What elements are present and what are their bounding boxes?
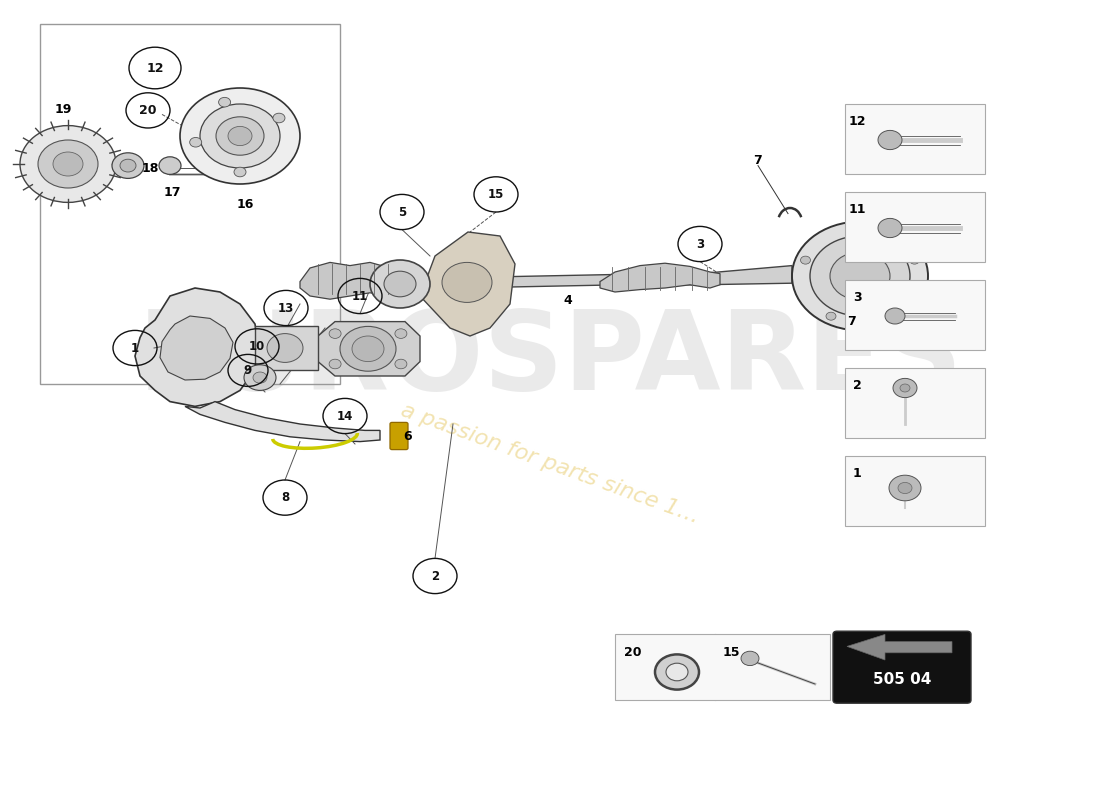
Circle shape bbox=[189, 138, 201, 147]
Circle shape bbox=[810, 236, 910, 316]
Circle shape bbox=[878, 218, 902, 238]
Text: 15: 15 bbox=[487, 188, 504, 201]
FancyBboxPatch shape bbox=[845, 456, 984, 526]
Text: 20: 20 bbox=[140, 104, 156, 117]
FancyBboxPatch shape bbox=[833, 631, 971, 703]
Circle shape bbox=[160, 157, 182, 174]
Text: 16: 16 bbox=[236, 198, 254, 210]
Circle shape bbox=[340, 326, 396, 371]
Circle shape bbox=[329, 329, 341, 338]
Text: 15: 15 bbox=[723, 646, 739, 658]
Circle shape bbox=[53, 152, 82, 176]
Circle shape bbox=[741, 651, 759, 666]
FancyBboxPatch shape bbox=[845, 104, 984, 174]
Circle shape bbox=[910, 256, 920, 264]
Polygon shape bbox=[318, 322, 420, 376]
Text: 4: 4 bbox=[563, 294, 572, 307]
FancyBboxPatch shape bbox=[615, 634, 830, 700]
Text: 14: 14 bbox=[337, 410, 353, 422]
Circle shape bbox=[666, 663, 688, 681]
Polygon shape bbox=[600, 263, 720, 292]
Text: 3: 3 bbox=[852, 291, 861, 304]
Text: a passion for parts since 1…: a passion for parts since 1… bbox=[398, 401, 702, 527]
Text: 7: 7 bbox=[754, 154, 762, 166]
Polygon shape bbox=[310, 266, 792, 291]
Circle shape bbox=[112, 153, 144, 178]
Text: 2: 2 bbox=[431, 570, 439, 582]
Circle shape bbox=[830, 252, 890, 300]
Circle shape bbox=[267, 334, 303, 362]
Text: 10: 10 bbox=[249, 340, 265, 353]
Text: 12: 12 bbox=[848, 115, 866, 128]
Text: 6: 6 bbox=[404, 430, 412, 443]
Polygon shape bbox=[255, 326, 318, 370]
Text: 7: 7 bbox=[848, 315, 857, 328]
Polygon shape bbox=[420, 232, 515, 336]
Circle shape bbox=[654, 654, 698, 690]
Polygon shape bbox=[847, 634, 952, 660]
Circle shape bbox=[39, 140, 98, 188]
Text: 17: 17 bbox=[163, 186, 180, 198]
Text: 8: 8 bbox=[280, 491, 289, 504]
Polygon shape bbox=[185, 402, 380, 442]
Circle shape bbox=[244, 365, 276, 390]
Circle shape bbox=[200, 104, 280, 168]
Polygon shape bbox=[300, 262, 400, 299]
Text: 19: 19 bbox=[54, 103, 72, 116]
Polygon shape bbox=[135, 288, 258, 406]
Text: 2: 2 bbox=[852, 379, 861, 392]
Circle shape bbox=[801, 256, 811, 264]
Circle shape bbox=[216, 117, 264, 155]
Circle shape bbox=[219, 98, 231, 107]
Text: 20: 20 bbox=[625, 646, 641, 658]
Text: 1: 1 bbox=[131, 342, 139, 354]
Circle shape bbox=[395, 329, 407, 338]
Circle shape bbox=[395, 359, 407, 369]
FancyBboxPatch shape bbox=[845, 280, 984, 350]
Circle shape bbox=[898, 482, 912, 494]
Circle shape bbox=[20, 126, 115, 202]
Circle shape bbox=[273, 114, 285, 123]
Text: 1: 1 bbox=[852, 467, 861, 480]
Circle shape bbox=[228, 126, 252, 146]
Text: 3: 3 bbox=[696, 238, 704, 250]
Circle shape bbox=[442, 262, 492, 302]
Text: 18: 18 bbox=[141, 162, 158, 174]
Text: 12: 12 bbox=[146, 62, 164, 74]
Circle shape bbox=[792, 222, 928, 330]
Circle shape bbox=[234, 167, 246, 177]
Circle shape bbox=[384, 271, 416, 297]
Text: 11: 11 bbox=[848, 203, 866, 216]
Circle shape bbox=[329, 359, 341, 369]
Circle shape bbox=[886, 308, 905, 324]
Circle shape bbox=[900, 384, 910, 392]
Circle shape bbox=[253, 372, 267, 383]
FancyBboxPatch shape bbox=[845, 192, 984, 262]
Circle shape bbox=[892, 307, 902, 315]
Circle shape bbox=[180, 88, 300, 184]
FancyBboxPatch shape bbox=[845, 368, 984, 438]
Text: 5: 5 bbox=[398, 206, 406, 218]
Text: EUROSPARES: EUROSPARES bbox=[138, 306, 962, 414]
Text: 505 04: 505 04 bbox=[872, 673, 932, 687]
Text: 13: 13 bbox=[278, 302, 294, 314]
Circle shape bbox=[826, 312, 836, 320]
Text: 11: 11 bbox=[352, 290, 368, 302]
Polygon shape bbox=[160, 316, 233, 380]
Circle shape bbox=[893, 378, 917, 398]
Circle shape bbox=[370, 260, 430, 308]
Circle shape bbox=[878, 130, 902, 150]
Circle shape bbox=[855, 226, 865, 234]
Text: 9: 9 bbox=[244, 364, 252, 377]
FancyBboxPatch shape bbox=[390, 422, 408, 450]
Circle shape bbox=[120, 159, 136, 172]
Circle shape bbox=[889, 475, 921, 501]
Circle shape bbox=[352, 336, 384, 362]
